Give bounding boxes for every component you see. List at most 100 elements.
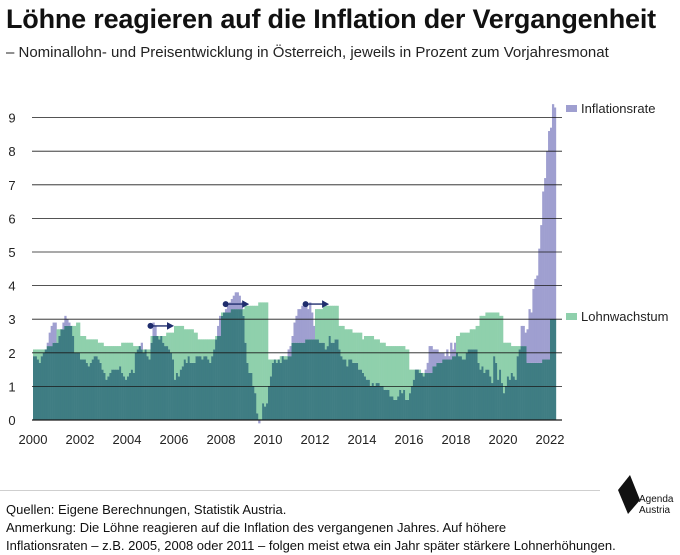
bar-wages: [350, 329, 353, 360]
bar-inflation: [228, 302, 232, 313]
bar-inflation: [62, 322, 65, 330]
bar-overlap: [201, 359, 204, 420]
bar-wages: [383, 342, 386, 390]
bar-overlap: [338, 349, 341, 420]
bar-wages: [127, 342, 130, 377]
bar-wages: [264, 302, 267, 407]
bar-wages: [471, 329, 474, 350]
bar-wages: [483, 315, 486, 373]
bar-wages: [205, 339, 208, 357]
bar-overlap: [172, 359, 175, 420]
bar-overlap: [365, 379, 369, 420]
bar-inflation: [444, 356, 447, 360]
y-tick-label: 7: [8, 178, 15, 193]
bar-overlap: [315, 339, 318, 420]
bar-overlap: [322, 342, 326, 420]
agenda-austria-logo: [618, 475, 640, 514]
bar-overlap: [205, 356, 208, 420]
bar-inflation: [46, 342, 49, 347]
bar-overlap: [234, 309, 237, 420]
bar-overlap: [332, 342, 335, 420]
bar-wages: [459, 332, 463, 357]
bar-wages: [342, 325, 345, 360]
bar-wages: [518, 346, 521, 350]
bar-overlap: [375, 383, 378, 420]
x-tick-label: 2000: [19, 432, 48, 447]
bar-overlap: [58, 336, 61, 420]
bar-inflation: [309, 302, 312, 340]
chart-canvas: 0 1 2 3 4 5 6 7 8 9 2000 2002 2004 2006 2008 2010 2012 20…: [8, 101, 668, 447]
bar-overlap: [491, 383, 494, 420]
bar-wages: [166, 332, 169, 347]
bar-inflation: [450, 342, 453, 360]
bar-overlap: [438, 362, 441, 420]
bar-inflation: [307, 309, 310, 340]
bar-wages: [316, 309, 320, 340]
bar-wages: [371, 336, 375, 384]
bar-overlap: [481, 366, 484, 420]
bar-wages: [168, 332, 171, 350]
bar-wages: [510, 346, 514, 373]
bar-wages: [318, 309, 322, 343]
bar-wages: [185, 329, 189, 363]
bar-overlap: [221, 315, 224, 420]
bar-wages: [103, 346, 106, 373]
bar-overlap: [471, 349, 474, 420]
bar-inflation: [532, 288, 535, 363]
bar-wages: [252, 305, 255, 387]
bar-overlap: [224, 312, 228, 420]
bar-overlap: [187, 356, 190, 420]
bar-inflation: [305, 305, 308, 340]
bar-overlap: [444, 359, 447, 420]
bar-overlap: [285, 359, 288, 420]
bar-overlap: [111, 369, 114, 420]
bar-inflation: [299, 309, 302, 343]
x-tick-label: 2016: [395, 432, 424, 447]
bar-inflation: [440, 352, 443, 363]
bar-inflation: [66, 319, 69, 326]
x-tick-label: 2002: [66, 432, 95, 447]
bar-wages: [201, 339, 204, 360]
bar-overlap: [540, 362, 543, 420]
bar-inflation: [219, 315, 222, 336]
bar-overlap: [166, 346, 169, 420]
bar-overlap: [516, 356, 519, 420]
bar-overlap: [544, 359, 547, 420]
bar-inflation: [293, 322, 296, 343]
bar-inflation: [551, 104, 555, 320]
bar-wages: [399, 346, 402, 390]
bar-overlap: [193, 362, 196, 420]
bar-wages: [315, 309, 318, 340]
bar-inflation: [226, 305, 230, 313]
bar-wages: [123, 342, 126, 377]
bar-wages: [181, 325, 185, 367]
bar-overlap: [40, 356, 44, 420]
bar-wages: [352, 332, 355, 363]
bar-wages: [508, 342, 512, 380]
bar-inflation: [526, 329, 529, 363]
bar-overlap: [522, 346, 525, 420]
bar-inflation: [436, 349, 439, 363]
bar-wages: [381, 342, 384, 387]
bar-overlap: [236, 309, 239, 420]
chart-title: Löhne reagieren auf die Inflation der Ve…: [6, 4, 656, 34]
bar-overlap: [81, 359, 85, 420]
bar-wages: [503, 342, 506, 394]
x-tick-label: 2004: [113, 432, 142, 447]
bar-inflation: [534, 278, 537, 363]
bar-overlap: [144, 349, 147, 420]
bar-inflation: [297, 309, 300, 343]
bar-wages: [209, 339, 212, 363]
bar-wages: [269, 359, 273, 377]
y-tick-label: 5: [8, 245, 15, 260]
bar-overlap: [548, 359, 551, 420]
bar-overlap: [354, 362, 357, 420]
footer-note-line2: Inflationsraten – z.B. 2005, 2008 oder 2…: [6, 538, 616, 553]
bar-overlap: [175, 372, 179, 420]
bar-wages: [203, 339, 206, 357]
bar-wages: [469, 329, 472, 350]
bar-wages: [164, 336, 167, 347]
bar-overlap: [256, 413, 259, 420]
bar-overlap: [528, 362, 531, 420]
bar-wages: [397, 346, 400, 397]
